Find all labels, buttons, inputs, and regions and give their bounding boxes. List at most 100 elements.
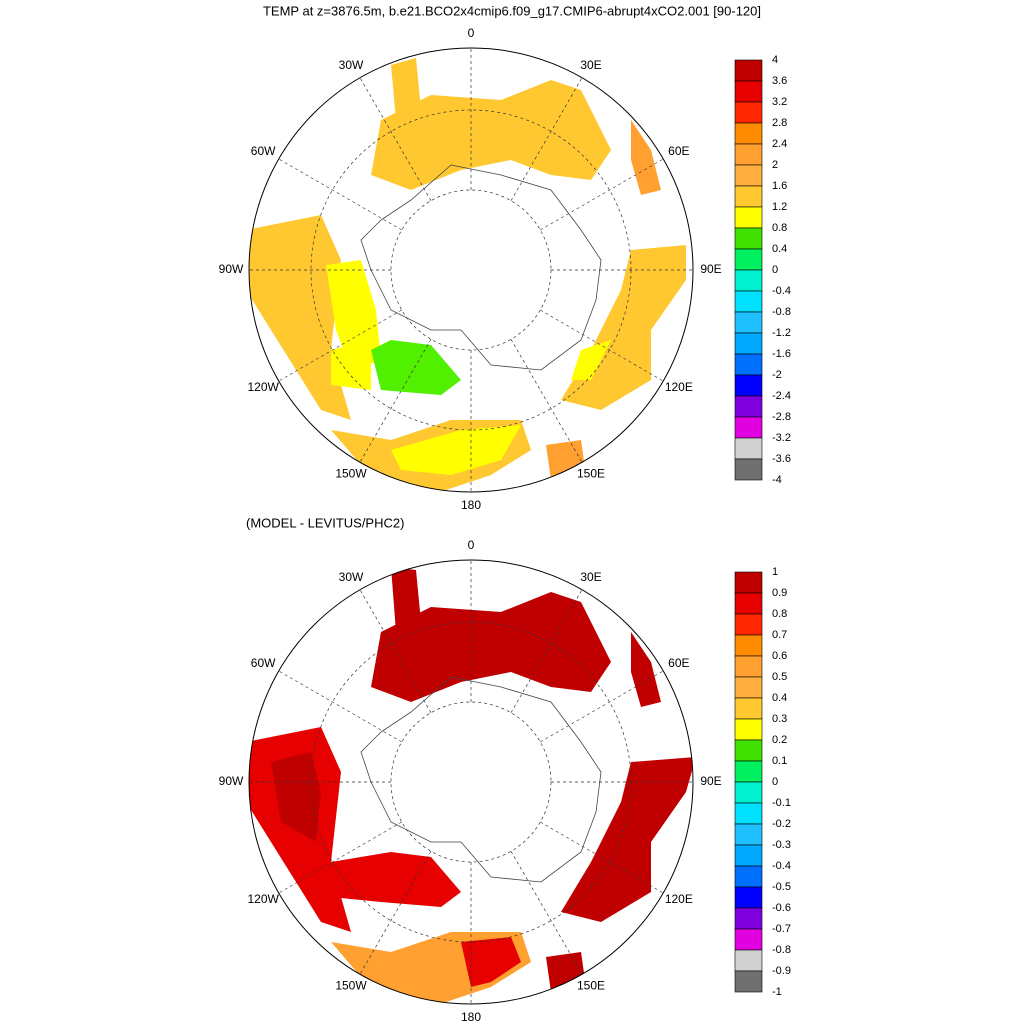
colorbar-box [734, 206, 763, 229]
colorbar-label: 1.6 [772, 180, 787, 192]
colorbar-label: 4 [772, 54, 778, 66]
colorbar-box [734, 122, 763, 145]
colorbar-box [734, 760, 763, 783]
colorbar-label: 3.2 [772, 96, 787, 108]
colorbar-label: 0.9 [772, 587, 787, 599]
colorbar-box [734, 269, 763, 292]
colorbar-label: 0.2 [772, 734, 787, 746]
longitude-label: 90E [700, 774, 721, 788]
map-border [248, 559, 694, 1005]
colorbar-box [734, 697, 763, 720]
colorbar-label: -0.2 [772, 818, 791, 830]
longitude-label: 90W [219, 262, 244, 276]
colorbar-label: 0 [772, 264, 778, 276]
colorbar-label: -0.9 [772, 965, 791, 977]
colorbar-box [734, 928, 763, 951]
longitude-label: 60E [668, 656, 689, 670]
colorbar-box [734, 907, 763, 930]
longitude-label: 0 [468, 538, 475, 552]
longitude-label: 150E [577, 467, 605, 481]
longitude-label: 150W [335, 467, 367, 481]
colorbar-box [734, 164, 763, 187]
colorbar-label: -0.6 [772, 902, 791, 914]
longitude-label: 120E [665, 892, 693, 906]
colorbar-box [734, 634, 763, 657]
colorbar-label: -2 [772, 369, 782, 381]
colorbar-box [734, 353, 763, 376]
colorbar-box [734, 332, 763, 355]
colorbar-box [734, 374, 763, 397]
longitude-label: 180 [461, 498, 481, 512]
colorbar-box [734, 592, 763, 615]
colorbar-box [734, 781, 763, 804]
colorbar-label: 3.6 [772, 75, 787, 87]
colorbar-label: 0.8 [772, 222, 787, 234]
longitude-label: 90W [219, 774, 244, 788]
longitude-label: 90E [700, 262, 721, 276]
colorbar-label: -3.6 [772, 453, 791, 465]
colorbar-label: 2.8 [772, 117, 787, 129]
colorbar-label: -2.8 [772, 411, 791, 423]
colorbar-label: -0.8 [772, 306, 791, 318]
colorbar-label: 2 [772, 159, 778, 171]
colorbar-box [734, 458, 763, 481]
colorbar-label: 0.7 [772, 629, 787, 641]
subtitle: (MODEL - LEVITUS/PHC2) [246, 515, 404, 530]
colorbar-box [734, 248, 763, 271]
colorbar-label: -0.5 [772, 881, 791, 893]
colorbar-label: 1 [772, 566, 778, 578]
map-fields [249, 567, 693, 1004]
colorbar-box [734, 290, 763, 313]
longitude-label: 60W [251, 144, 276, 158]
colorbar-box [734, 655, 763, 678]
colorbar-box [734, 613, 763, 636]
colorbar-label: -1.6 [772, 348, 791, 360]
longitude-label: 30W [339, 58, 364, 72]
longitude-label: 150W [335, 979, 367, 993]
colorbar-label: -0.7 [772, 923, 791, 935]
longitude-label: 0 [468, 26, 475, 40]
longitude-label: 150E [577, 979, 605, 993]
longitude-label: 30E [580, 58, 601, 72]
colorbar-box [734, 101, 763, 124]
colorbar-label: -1 [772, 986, 782, 998]
colorbar-label: 0.6 [772, 650, 787, 662]
colorbar-label: 0.4 [772, 243, 787, 255]
colorbar-label: 1.2 [772, 201, 787, 213]
colorbar-box [734, 59, 763, 82]
longitude-label: 120E [665, 380, 693, 394]
longitude-label: 120W [247, 380, 279, 394]
colorbar-box [734, 949, 763, 972]
colorbar-box [734, 865, 763, 888]
colorbar-label: 0.4 [772, 692, 787, 704]
longitude-label: 120W [247, 892, 279, 906]
colorbar-box [734, 437, 763, 460]
colorbar-box [734, 823, 763, 846]
colorbar-box [734, 739, 763, 762]
longitude-label: 60W [251, 656, 276, 670]
colorbar-label: -4 [772, 474, 782, 486]
colorbar-box [734, 571, 763, 594]
colorbar-label: 0 [772, 776, 778, 788]
latitude-circle [390, 189, 552, 351]
colorbar-box [734, 970, 763, 993]
longitude-label: 30W [339, 570, 364, 584]
colorbar-box [734, 886, 763, 909]
map-border [248, 47, 694, 493]
colorbar-label: -1.2 [772, 327, 791, 339]
colorbar-label: -0.3 [772, 839, 791, 851]
colorbar-label: -3.2 [772, 432, 791, 444]
colorbar-label: 2.4 [772, 138, 787, 150]
colorbar-box [734, 416, 763, 439]
colorbar-box [734, 311, 763, 334]
colorbar-box [734, 143, 763, 166]
colorbar-label: 0.1 [772, 755, 787, 767]
colorbar-box [734, 676, 763, 699]
colorbar-box [734, 227, 763, 250]
colorbar-box [734, 395, 763, 418]
colorbar-label: -0.4 [772, 285, 791, 297]
colorbar-box [734, 718, 763, 741]
colorbar-label: -2.4 [772, 390, 791, 402]
longitude-label: 30E [580, 570, 601, 584]
